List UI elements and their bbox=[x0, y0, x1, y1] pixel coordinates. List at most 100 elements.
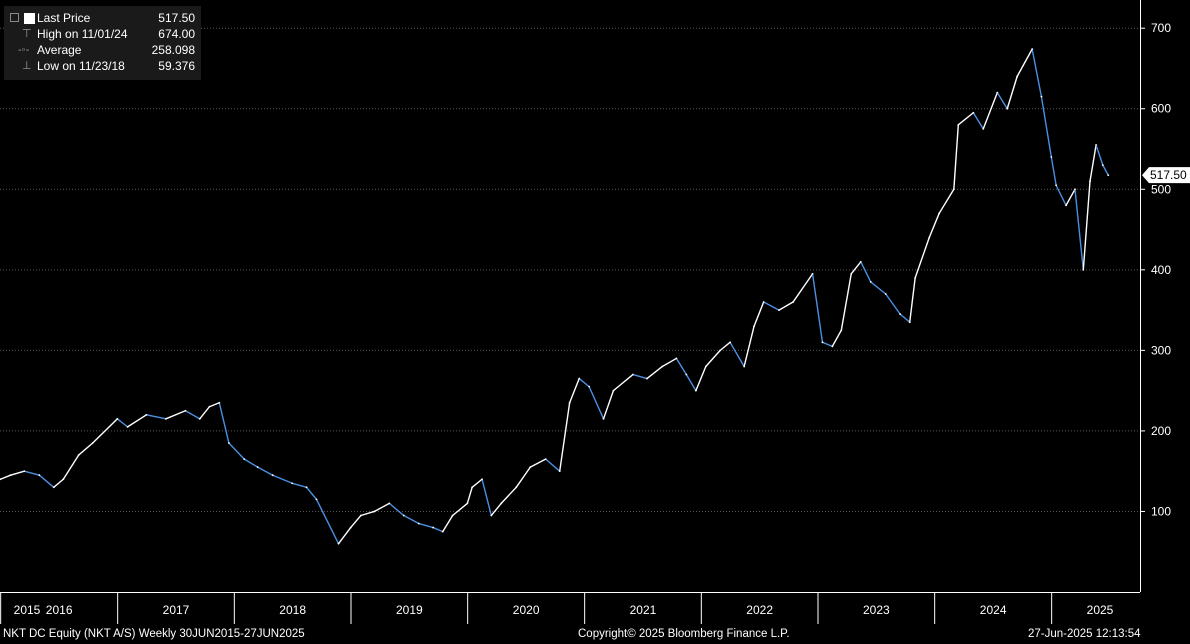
price-point bbox=[938, 212, 941, 215]
price-point bbox=[928, 236, 931, 239]
price-point bbox=[360, 514, 362, 517]
price-segment bbox=[831, 329, 843, 348]
price-point bbox=[126, 425, 129, 428]
price-segment bbox=[1095, 144, 1104, 166]
price-segment bbox=[418, 522, 434, 529]
legend-row-high: ⊤ High on 11/01/24 674.00 bbox=[4, 26, 201, 42]
price-point bbox=[957, 123, 960, 126]
last-price-tag: 517.50 bbox=[1142, 167, 1190, 184]
y-tick-label: 700 bbox=[1151, 21, 1171, 35]
price-segment bbox=[92, 418, 119, 444]
price-segment bbox=[996, 91, 1008, 110]
price-segment bbox=[208, 402, 221, 408]
price-segment bbox=[184, 410, 201, 420]
x-tick-label: 2018 bbox=[279, 603, 306, 617]
price-point bbox=[471, 486, 474, 489]
price-segment bbox=[1055, 184, 1067, 207]
x-tick-label: 2023 bbox=[863, 603, 890, 617]
price-point bbox=[500, 502, 503, 505]
price-segment bbox=[821, 341, 834, 348]
y-tick-label: 300 bbox=[1151, 343, 1171, 357]
x-tick-label: 2016 bbox=[46, 603, 73, 617]
average-marker-icon: -◦- bbox=[18, 44, 30, 56]
price-segment bbox=[972, 112, 984, 130]
price-point bbox=[899, 313, 902, 316]
price-segment bbox=[928, 212, 940, 239]
price-segment bbox=[705, 349, 721, 368]
price-point bbox=[1095, 144, 1097, 146]
price-segment bbox=[938, 188, 955, 215]
price-segment bbox=[719, 341, 731, 352]
price-segment bbox=[588, 385, 605, 420]
price-point bbox=[914, 276, 917, 279]
price-point bbox=[996, 91, 999, 94]
price-point bbox=[568, 401, 571, 404]
legend-row-low: ⊥ Low on 11/23/18 59.376 bbox=[4, 58, 201, 74]
price-segment bbox=[466, 486, 473, 505]
price-segment bbox=[77, 442, 94, 456]
price-point bbox=[337, 542, 340, 545]
price-segment bbox=[490, 502, 502, 517]
price-point bbox=[982, 127, 985, 130]
price-point bbox=[1016, 75, 1019, 78]
price-segment bbox=[432, 526, 444, 533]
price-point bbox=[908, 321, 911, 324]
price-point bbox=[612, 389, 615, 392]
price-segment bbox=[953, 124, 960, 190]
price-segment bbox=[646, 365, 664, 380]
last-price-tag-shape bbox=[1142, 167, 1190, 184]
price-segment bbox=[145, 414, 167, 420]
low-marker-icon: ⊥ bbox=[22, 60, 32, 72]
price-segment bbox=[23, 470, 41, 476]
price-point bbox=[821, 341, 824, 344]
price-point bbox=[1055, 184, 1058, 187]
price-segment bbox=[885, 293, 901, 315]
y-tick-label: 500 bbox=[1151, 182, 1171, 196]
price-point bbox=[661, 365, 664, 368]
price-segment bbox=[729, 341, 745, 368]
price-point bbox=[1006, 107, 1009, 110]
price-series bbox=[0, 48, 1110, 545]
price-segment bbox=[199, 406, 211, 420]
price-point bbox=[719, 349, 722, 352]
price-segment bbox=[957, 112, 975, 126]
legend-low-value: 59.376 bbox=[158, 59, 195, 73]
price-segment bbox=[481, 478, 493, 517]
price-segment bbox=[165, 410, 187, 420]
price-segment bbox=[1031, 48, 1043, 98]
price-segment bbox=[305, 486, 318, 501]
price-point bbox=[675, 357, 678, 360]
price-point bbox=[602, 417, 605, 420]
price-point bbox=[1040, 95, 1043, 98]
price-segment bbox=[360, 510, 376, 517]
price-point bbox=[0, 478, 2, 481]
price-point bbox=[291, 482, 294, 485]
price-point bbox=[762, 301, 765, 303]
price-point bbox=[859, 260, 862, 263]
price-segment bbox=[0, 474, 12, 480]
legend-collapse-icon[interactable] bbox=[10, 13, 19, 22]
y-tick-label: 400 bbox=[1151, 263, 1171, 277]
legend-last-price-label: Last Price bbox=[37, 11, 91, 25]
price-point bbox=[184, 409, 187, 412]
price-point bbox=[753, 325, 755, 328]
price-segment bbox=[271, 474, 293, 484]
price-point bbox=[91, 442, 94, 444]
price-segment bbox=[53, 478, 65, 488]
price-segment bbox=[612, 373, 634, 392]
price-point bbox=[1031, 48, 1034, 51]
price-point bbox=[1074, 188, 1076, 191]
price-point bbox=[1065, 204, 1067, 207]
price-segment bbox=[1089, 144, 1097, 182]
price-point bbox=[685, 373, 688, 376]
x-tick-label: 2015 bbox=[14, 603, 41, 617]
price-point bbox=[402, 514, 405, 517]
price-segment bbox=[914, 236, 930, 279]
y-tick-label: 100 bbox=[1151, 504, 1171, 518]
price-segment bbox=[471, 478, 483, 488]
price-segment bbox=[451, 502, 469, 517]
price-point bbox=[850, 272, 853, 275]
axes: 100 200 300 400 500 600 700 2015 2016 2017 2018 201… bbox=[0, 0, 1171, 624]
price-point bbox=[529, 466, 532, 469]
price-segment bbox=[1065, 188, 1076, 207]
